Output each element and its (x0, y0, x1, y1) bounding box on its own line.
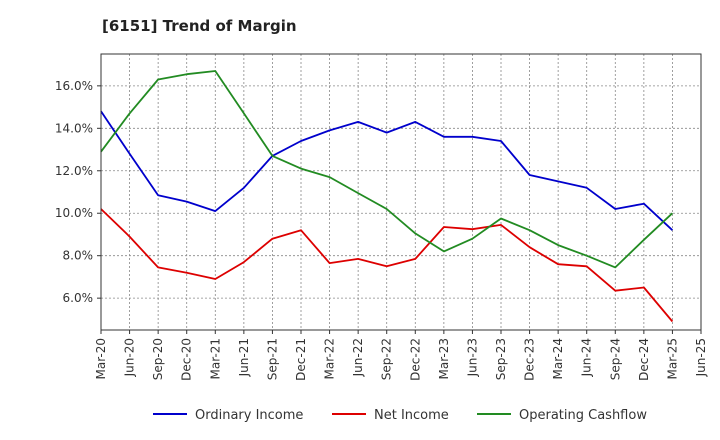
x-tick-label: Dec-23 (523, 338, 537, 381)
y-tick-label: 10.0% (55, 206, 93, 220)
x-tick-label: Jun-21 (237, 338, 251, 377)
x-axis-ticks: Mar-20 Jun-20 Sep-20 Dec-20 Mar-21 Jun-21 Sep-… (94, 330, 708, 381)
x-tick-label: Dec-24 (637, 338, 651, 381)
x-tick-label: Mar-25 (665, 338, 679, 379)
x-tick-label: Dec-21 (294, 338, 308, 381)
y-tick-label: 14.0% (55, 121, 93, 135)
x-tick-label: Sep-21 (265, 338, 279, 380)
legend-label: Ordinary Income (195, 408, 303, 423)
y-axis-ticks: 6.0% 8.0% 10.0% 12.0% 14.0% 16.0% (55, 79, 101, 305)
series-line-ordinary-income (100, 110, 674, 231)
x-tick-label: Jun-24 (580, 338, 594, 377)
series-lines (100, 70, 674, 323)
y-tick-label: 6.0% (63, 291, 94, 305)
y-tick-label: 16.0% (55, 79, 93, 93)
legend: Ordinary Income Net Income Operating Cashf… (153, 408, 647, 423)
x-tick-label: Sep-20 (151, 338, 165, 380)
x-tick-label: Jun-22 (351, 338, 365, 377)
x-tick-label: Jun-23 (465, 338, 479, 377)
series-line-operating-cashflow (100, 70, 674, 269)
x-tick-label: Mar-20 (94, 338, 108, 379)
plot-frame (100, 53, 702, 331)
legend-label: Operating Cashflow (519, 408, 647, 423)
x-tick-label: Mar-23 (437, 338, 451, 379)
x-tick-label: Sep-24 (608, 338, 622, 380)
series-line-net-income (100, 208, 674, 323)
x-tick-label: Mar-22 (323, 338, 337, 379)
x-tick-label: Dec-20 (180, 338, 194, 381)
x-tick-label: Dec-22 (408, 338, 422, 381)
x-tick-label: Sep-22 (380, 338, 394, 380)
x-tick-label: Mar-21 (208, 338, 222, 379)
x-tick-label: Jun-20 (123, 338, 137, 377)
legend-label: Net Income (374, 408, 449, 423)
x-tick-label: Mar-24 (551, 338, 565, 379)
y-tick-label: 12.0% (55, 164, 93, 178)
y-tick-label: 8.0% (63, 249, 94, 263)
x-tick-label: Sep-23 (494, 338, 508, 380)
chart-title: [6151] Trend of Margin (102, 17, 297, 35)
grid-lines (100, 54, 702, 330)
x-tick-label: Jun-25 (694, 338, 708, 377)
